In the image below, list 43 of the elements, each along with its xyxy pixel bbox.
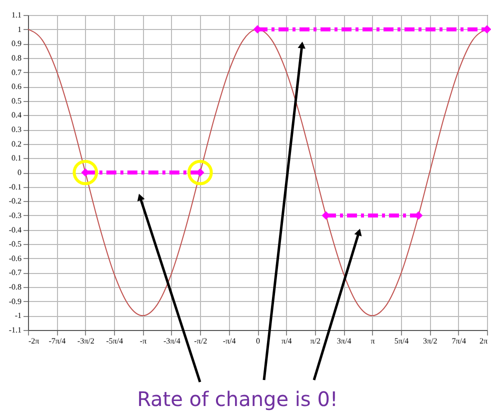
y-tick-label: 0.6 [12,82,22,92]
x-tick-label: -π/4 [222,336,236,346]
x-tick-label: π/4 [282,336,292,346]
y-tick-label: -0.3 [8,210,22,220]
y-tick-label: -0.2 [8,196,22,206]
y-tick-label: -0.8 [8,282,22,292]
x-tick-label: 3π/2 [422,336,438,346]
y-tick-label: -0.6 [8,254,22,263]
x-tick-label: π/2 [310,336,321,346]
y-tick-label: 0.7 [12,68,22,77]
x-tick-label: -3π/2 [77,336,94,346]
y-tick-label: 0.3 [12,125,22,134]
y-tick-label: 0 [18,168,22,177]
y-tick-label: -1.1 [8,326,22,334]
x-tick-label: 7π/4 [452,336,466,346]
y-tick-label: -0.4 [8,225,22,234]
y-tick-label: 0.4 [12,110,22,120]
x-tick-label: -π [140,336,147,346]
y-tick-label: 1.1 [12,10,22,20]
y-tick-label: -1 [14,311,22,320]
x-tick-label: 2π [479,336,488,346]
y-tick-label: 1 [18,24,22,34]
x-tick-label: π [370,336,375,346]
y-tick-label: 0.1 [12,154,22,163]
x-tick-label: 5π/4 [394,336,409,346]
x-tick-label: -7π/4 [48,336,66,346]
y-tick-label: 0.5 [12,96,22,106]
y-tick-label: -0.5 [8,240,22,249]
y-tick-label: 0.9 [12,39,22,48]
y-tick-label: 0.2 [12,139,22,148]
y-tick-label: -0.1 [8,182,22,192]
x-tick-label: 3π/4 [336,336,352,346]
y-tick-label: -0.9 [8,296,22,306]
y-tick-label: -0.7 [8,268,22,278]
text: Rate of change is 0! [137,387,338,411]
point [72,160,98,186]
x-tick-label: -3π/4 [163,336,180,346]
x-tick-label: 0 [256,336,260,346]
x-tick-label: -π/2 [194,336,208,346]
x-tick-label: -2π [28,336,40,346]
x-tick-label: -5π/4 [106,336,124,346]
y-tick-label: 0.8 [12,53,22,62]
point [187,160,213,186]
